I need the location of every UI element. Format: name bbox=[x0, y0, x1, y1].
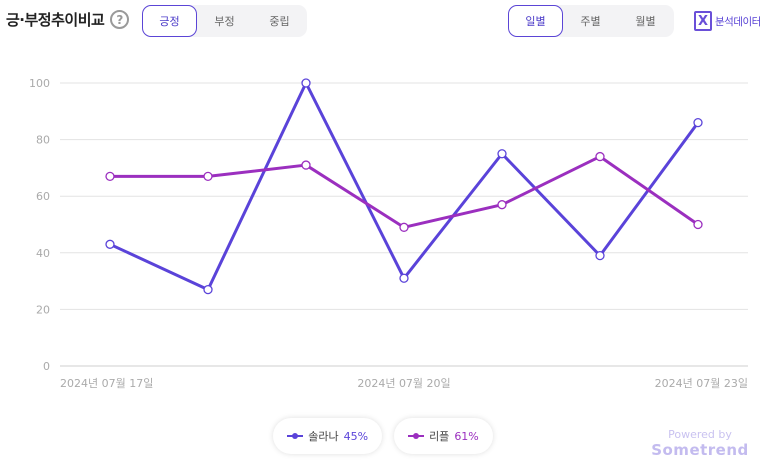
series-1-point bbox=[301, 78, 311, 88]
series-2-point bbox=[595, 151, 605, 162]
series1-swatch-icon bbox=[287, 431, 304, 441]
series-1-point bbox=[203, 284, 213, 295]
tab-monthly[interactable]: 월별 bbox=[635, 15, 656, 28]
series-2-point bbox=[693, 219, 703, 230]
y-tick-label: 20 bbox=[36, 303, 50, 316]
tab-weekly[interactable]: 주별 bbox=[580, 15, 601, 28]
y-tick-label: 100 bbox=[29, 77, 50, 90]
question-circle-icon[interactable]: ? bbox=[110, 10, 130, 29]
page-title: 긍·부정추이비교 bbox=[6, 11, 105, 29]
series-1-point bbox=[105, 239, 115, 249]
series-2-point bbox=[203, 171, 213, 182]
legend-series2-pct: 61% bbox=[454, 429, 479, 443]
powered-by-text: Powered by bbox=[668, 428, 732, 441]
series-1-point bbox=[399, 273, 409, 283]
series-1-point bbox=[497, 149, 507, 159]
y-tick-label: 0 bbox=[43, 360, 50, 373]
y-tick-label: 60 bbox=[36, 190, 50, 203]
legend: 솔라나 45% 리플 61% bbox=[0, 418, 766, 454]
y-tick-label: 80 bbox=[36, 134, 50, 147]
sentiment-tab-group: 긍정 부정 중립 bbox=[142, 5, 307, 37]
chart-header: 긍·부정추이비교 ? bbox=[6, 9, 130, 30]
series-2-point bbox=[301, 160, 311, 170]
series-1-point bbox=[693, 117, 703, 128]
x-tick-label: 2024년 07월 20일 bbox=[357, 376, 450, 390]
series-line-2 bbox=[108, 155, 700, 229]
export-data-label: 분석데이터 bbox=[715, 15, 761, 28]
tab-daily[interactable]: 일별 bbox=[508, 5, 563, 37]
brand-logo: Sometrend bbox=[651, 441, 749, 459]
legend-series1-pct: 45% bbox=[343, 429, 369, 443]
series-2-point bbox=[105, 171, 115, 182]
legend-series2-name: 리플 bbox=[429, 430, 450, 443]
series-2-point bbox=[497, 200, 507, 210]
y-tick-label: 40 bbox=[36, 247, 50, 260]
tab-positive[interactable]: 긍정 bbox=[142, 5, 197, 37]
legend-item-series2[interactable]: 리플 61% bbox=[394, 418, 493, 454]
tab-neutral[interactable]: 중립 bbox=[269, 15, 290, 28]
series-line-1 bbox=[108, 81, 700, 292]
line-chart: 0 20 40 60 80 100 2024년 07월 17일 2024년 07월 20일 20… bbox=[29, 77, 748, 390]
x-tick-label: 2024년 07월 23일 bbox=[655, 376, 748, 390]
powered-by: Powered by Sometrend bbox=[650, 428, 750, 459]
x-tick-label: 2024년 07월 17일 bbox=[60, 376, 153, 390]
tab-negative[interactable]: 부정 bbox=[214, 15, 235, 28]
series2-swatch-icon bbox=[408, 431, 425, 441]
legend-item-series1[interactable]: 솔라나 45% bbox=[273, 418, 383, 454]
legend-series1-name: 솔라나 bbox=[308, 430, 339, 443]
excel-icon: X bbox=[694, 11, 712, 31]
series-2-point bbox=[399, 222, 409, 232]
export-data-button[interactable]: X 분석데이터 bbox=[694, 11, 761, 31]
period-tab-group: 일별 주별 월별 bbox=[508, 5, 674, 37]
series-1-point bbox=[595, 250, 605, 261]
